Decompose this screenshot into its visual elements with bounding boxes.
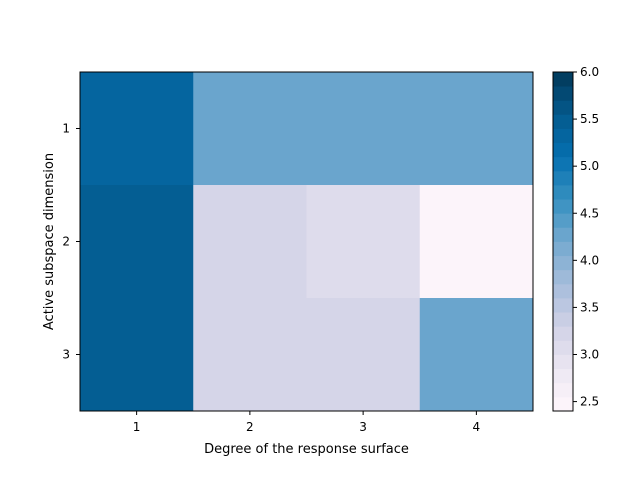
colorbar-tick-label: 5.0 bbox=[580, 159, 599, 173]
colorbar-tick-label: 3.0 bbox=[580, 348, 599, 362]
heatmap-cell bbox=[419, 72, 534, 186]
x-tick-label: 3 bbox=[359, 420, 367, 434]
colorbar-ticks: 2.5 3.0 3.5 4.0 4.5 5.0 5.5 6.0 bbox=[573, 65, 599, 409]
heatmap-cell bbox=[419, 185, 534, 299]
colorbar-tick-label: 4.5 bbox=[580, 206, 599, 220]
heatmap-cells bbox=[80, 72, 534, 412]
y-axis-label: Active subspace dimension bbox=[42, 153, 57, 330]
colorbar-tick-label: 6.0 bbox=[580, 65, 599, 79]
x-axis-label: Degree of the response surface bbox=[204, 442, 409, 457]
y-axis-ticks: 1 2 3 bbox=[62, 122, 80, 362]
colorbar-segment bbox=[553, 269, 573, 285]
colorbar-tick-label: 2.5 bbox=[580, 395, 599, 409]
colorbar-segment bbox=[553, 255, 573, 271]
y-tick-label: 3 bbox=[62, 348, 70, 362]
colorbar-segment bbox=[553, 354, 573, 370]
colorbar-segment bbox=[553, 185, 573, 200]
colorbar-segment bbox=[553, 199, 573, 214]
heatmap-cell bbox=[306, 298, 421, 412]
colorbar-segment bbox=[553, 72, 573, 87]
heatmap-cell bbox=[193, 298, 307, 412]
heatmap-cell bbox=[419, 298, 534, 412]
colorbar-tick-label: 3.5 bbox=[580, 300, 599, 314]
colorbar-segment bbox=[553, 86, 573, 101]
heatmap-cell bbox=[80, 185, 194, 299]
colorbar-segment bbox=[553, 396, 573, 412]
colorbar-segment bbox=[553, 283, 573, 299]
colorbar bbox=[553, 72, 573, 412]
heatmap-cell bbox=[306, 185, 421, 299]
colorbar-segment bbox=[553, 100, 573, 115]
colorbar-segment bbox=[553, 227, 573, 242]
y-tick-label: 1 bbox=[62, 122, 70, 136]
colorbar-frame bbox=[552, 71, 574, 412]
colorbar-tick-label: 5.5 bbox=[580, 112, 599, 126]
colorbar-segment bbox=[553, 312, 573, 327]
colorbar-segment bbox=[553, 213, 573, 228]
colorbar-tick-label: 4.0 bbox=[580, 253, 599, 267]
colorbar-segment bbox=[553, 298, 573, 313]
colorbar-segment bbox=[553, 326, 573, 341]
heatmap-cell bbox=[193, 72, 307, 186]
x-tick-label: 4 bbox=[473, 420, 481, 434]
colorbar-segment bbox=[553, 382, 573, 398]
heatmap-cell bbox=[193, 185, 307, 299]
y-tick-label: 2 bbox=[62, 235, 70, 249]
colorbar-segment bbox=[553, 340, 573, 355]
colorbar-segment bbox=[553, 170, 573, 186]
x-tick-label: 2 bbox=[246, 420, 254, 434]
colorbar-segment bbox=[553, 156, 573, 172]
colorbar-segment bbox=[553, 128, 573, 144]
x-axis-ticks: 1 2 3 4 bbox=[133, 411, 480, 434]
heatmap-cell bbox=[306, 72, 421, 186]
heatmap-cell bbox=[80, 72, 194, 186]
colorbar-segment bbox=[553, 142, 573, 158]
colorbar-segment bbox=[553, 241, 573, 257]
heatmap-cell bbox=[80, 298, 194, 412]
colorbar-segment bbox=[553, 114, 573, 129]
x-tick-label: 1 bbox=[133, 420, 141, 434]
colorbar-segment bbox=[553, 368, 573, 384]
